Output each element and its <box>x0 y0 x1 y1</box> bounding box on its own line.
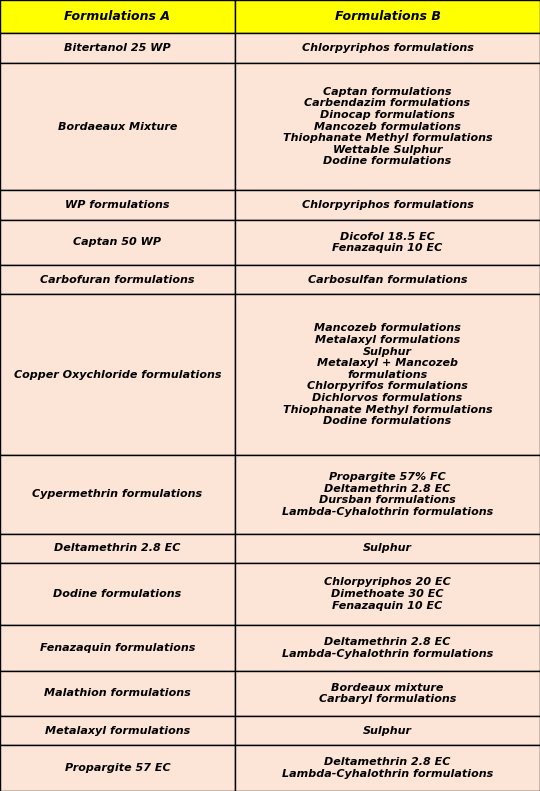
Bar <box>0 745 235 791</box>
Bar <box>0 716 235 745</box>
Bar <box>235 716 540 745</box>
Text: Fenazaquin formulations: Fenazaquin formulations <box>40 643 195 653</box>
Text: Bitertanol 25 WP: Bitertanol 25 WP <box>64 43 171 53</box>
Bar <box>235 294 540 455</box>
Text: Chlorpyriphos formulations: Chlorpyriphos formulations <box>301 200 474 210</box>
Text: Propargite 57% FC
Deltamethrin 2.8 EC
Dursban formulations
Lambda-Cyhalothrin fo: Propargite 57% FC Deltamethrin 2.8 EC Du… <box>282 472 493 517</box>
Bar <box>0 671 235 716</box>
Bar <box>235 0 540 33</box>
Bar <box>235 534 540 563</box>
Text: Formulations B: Formulations B <box>334 10 441 23</box>
Bar <box>0 33 235 62</box>
Text: Deltamethrin 2.8 EC
Lambda-Cyhalothrin formulations: Deltamethrin 2.8 EC Lambda-Cyhalothrin f… <box>282 758 493 779</box>
Bar <box>0 191 235 220</box>
Bar <box>0 625 235 671</box>
Bar <box>0 534 235 563</box>
Bar <box>235 563 540 625</box>
Text: Mancozeb formulations
Metalaxyl formulations
Sulphur
Metalaxyl + Mancozeb
formul: Mancozeb formulations Metalaxyl formulat… <box>282 324 492 426</box>
Bar <box>235 33 540 62</box>
Bar <box>235 745 540 791</box>
Text: Dodine formulations: Dodine formulations <box>53 589 181 599</box>
Bar <box>0 294 235 455</box>
Bar <box>0 62 235 191</box>
Text: Captan formulations
Carbendazim formulations
Dinocap formulations
Mancozeb formu: Captan formulations Carbendazim formulat… <box>282 87 492 166</box>
Bar <box>0 455 235 534</box>
Text: Cypermethrin formulations: Cypermethrin formulations <box>32 490 202 499</box>
Text: Sulphur: Sulphur <box>363 726 412 736</box>
Text: Chlorpyriphos 20 EC
Dimethoate 30 EC
Fenazaquin 10 EC: Chlorpyriphos 20 EC Dimethoate 30 EC Fen… <box>324 577 451 611</box>
Text: Deltamethrin 2.8 EC: Deltamethrin 2.8 EC <box>54 543 181 553</box>
Text: Propargite 57 EC: Propargite 57 EC <box>65 763 170 773</box>
Bar <box>235 671 540 716</box>
Bar <box>235 625 540 671</box>
Text: Formulations A: Formulations A <box>64 10 171 23</box>
Bar <box>0 220 235 265</box>
Text: Deltamethrin 2.8 EC
Lambda-Cyhalothrin formulations: Deltamethrin 2.8 EC Lambda-Cyhalothrin f… <box>282 637 493 659</box>
Bar <box>0 563 235 625</box>
Text: Metalaxyl formulations: Metalaxyl formulations <box>45 726 190 736</box>
Bar <box>0 265 235 294</box>
Text: Chlorpyriphos formulations: Chlorpyriphos formulations <box>301 43 474 53</box>
Text: Carbofuran formulations: Carbofuran formulations <box>40 274 195 285</box>
Text: Bordaeaux Mixture: Bordaeaux Mixture <box>58 122 177 131</box>
Text: Copper Oxychloride formulations: Copper Oxychloride formulations <box>14 370 221 380</box>
Text: Carbosulfan formulations: Carbosulfan formulations <box>308 274 467 285</box>
Text: Bordeaux mixture
Carbaryl formulations: Bordeaux mixture Carbaryl formulations <box>319 683 456 704</box>
Text: Dicofol 18.5 EC
Fenazaquin 10 EC: Dicofol 18.5 EC Fenazaquin 10 EC <box>332 232 443 253</box>
Text: WP formulations: WP formulations <box>65 200 170 210</box>
Text: Captan 50 WP: Captan 50 WP <box>73 237 161 248</box>
Text: Malathion formulations: Malathion formulations <box>44 688 191 698</box>
Bar <box>235 191 540 220</box>
Bar <box>0 0 235 33</box>
Bar <box>235 455 540 534</box>
Bar <box>235 265 540 294</box>
Bar <box>235 220 540 265</box>
Text: Sulphur: Sulphur <box>363 543 412 553</box>
Bar <box>235 62 540 191</box>
